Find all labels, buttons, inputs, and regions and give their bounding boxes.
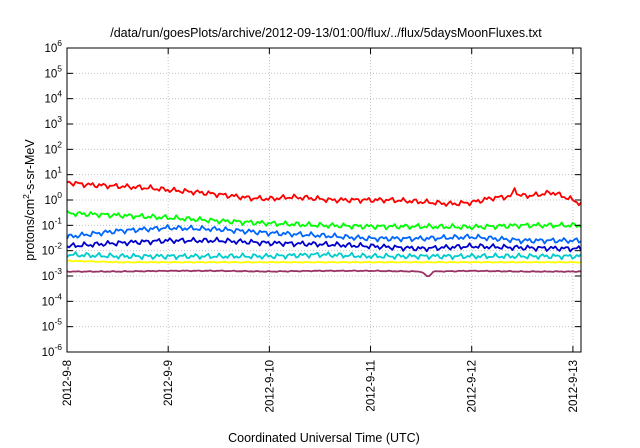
y-tick-label: 10-5	[42, 317, 63, 334]
y-axis-label: protons/cm2-s-sr-MeV	[21, 139, 37, 261]
y-tick-label: 10-4	[42, 291, 63, 308]
y-tick-label: 10-1	[42, 215, 63, 232]
y-tick-label: 101	[44, 165, 62, 182]
x-tick-label: 2012-9-10	[264, 360, 276, 412]
x-tick-label: 2012-9-11	[366, 360, 378, 412]
x-tick-label: 2012-9-12	[467, 360, 479, 412]
series-line	[66, 269, 582, 278]
y-tick-label: 102	[44, 139, 62, 156]
y-tick-label: 106	[44, 38, 62, 55]
y-tick-label: 100	[44, 190, 62, 207]
series-line	[66, 251, 582, 261]
y-tick-labels: 10-6 10-5 10-4 10-3 10-2 10-1 100 101 102 103 104 1…	[42, 38, 63, 359]
tick-marks	[66, 47, 581, 353]
y-tick-label: 103	[44, 114, 62, 131]
series-line	[66, 210, 582, 231]
y-tick-label: 105	[44, 63, 62, 80]
series-line	[66, 224, 582, 245]
y-tick-label: 104	[44, 89, 62, 106]
y-tick-label: 10-2	[42, 241, 63, 258]
series-line	[66, 180, 582, 207]
x-tick-label: 2012-9-13	[568, 360, 580, 412]
y-tick-label: 10-6	[42, 342, 63, 359]
chart-title: /data/run/goesPlots/archive/2012-09-13/0…	[110, 26, 542, 40]
y-tick-label: 10-3	[42, 266, 63, 283]
series-line	[66, 236, 582, 253]
series-line	[66, 259, 582, 264]
series-layer	[66, 180, 582, 278]
x-tick-label: 2012-9-9	[163, 360, 175, 406]
x-tick-labels: 2012-9-8 2012-9-9 2012-9-10 2012-9-11 2012-9…	[62, 360, 580, 412]
x-tick-label: 2012-9-8	[62, 360, 74, 406]
x-axis-label: Coordinated Universal Time (UTC)	[228, 431, 420, 445]
